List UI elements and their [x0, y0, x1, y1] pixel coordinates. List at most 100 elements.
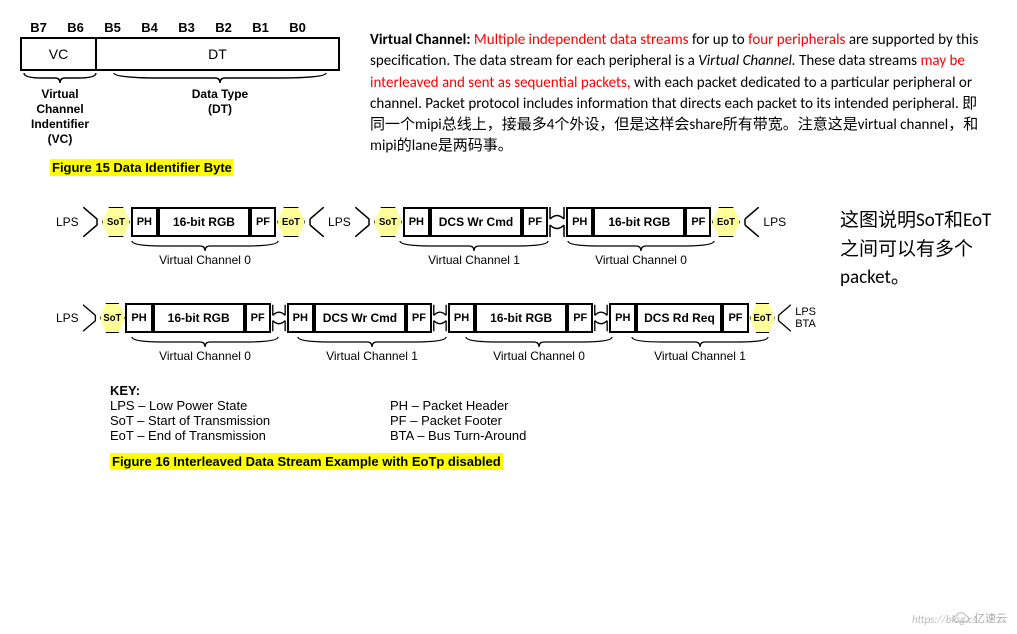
- dt-field: DT: [97, 39, 338, 69]
- key-entry: SoT – Start of Transmission: [110, 413, 390, 428]
- key-title: KEY:: [110, 383, 820, 398]
- pkt-seg: 16-bit RGB: [158, 207, 250, 237]
- di-byte-box: VC DT: [20, 37, 340, 71]
- figure15-caption: Figure 15 Data Identifier Byte: [50, 159, 234, 176]
- vc-brace: Virtual Channel Indentifier (VC): [20, 71, 100, 147]
- data-identifier-diagram: B7 B6 B5 B4 B3 B2 B1 B0 VC DT Virtual Ch…: [20, 20, 340, 177]
- vc-heading: Virtual Channel:: [370, 31, 474, 49]
- bit-label: B6: [57, 20, 94, 35]
- ph-seg: PH: [125, 303, 152, 333]
- key-entry: BTA – Bus Turn-Around: [390, 428, 670, 443]
- sot-hex: SoT: [99, 303, 124, 333]
- pkt-seg: DCS Rd Req: [636, 303, 722, 333]
- vc-caption: Virtual Channel Indentifier (VC): [31, 87, 89, 147]
- channel-group: Virtual Channel 0: [130, 335, 280, 363]
- dt-brace: Data Type (DT): [100, 71, 340, 147]
- logo-text: 亿速云: [974, 610, 1007, 626]
- txt: Virtual Channel.: [698, 52, 799, 70]
- pf-seg: PF: [522, 207, 548, 237]
- stream1-row: LPS SoT PH 16-bit RGB PF EoT LPS SoT PH …: [52, 207, 820, 237]
- ph-seg: PH: [287, 303, 314, 333]
- brace-icon: [130, 239, 280, 253]
- brace-icon: [630, 335, 770, 349]
- lps-bta-label: LPS BTA: [791, 306, 820, 330]
- key-entry: EoT – End of Transmission: [110, 428, 390, 443]
- gap-icon: [593, 303, 609, 333]
- channel-group: Virtual Channel 1: [296, 335, 448, 363]
- cloud-icon: [952, 611, 970, 625]
- brace-icon: [22, 71, 98, 85]
- pf-seg: PF: [250, 207, 276, 237]
- pkt-seg: 16-bit RGB: [475, 303, 567, 333]
- ph-seg: PH: [131, 207, 158, 237]
- brace-icon: [130, 335, 280, 349]
- key-block: KEY: LPS – Low Power State SoT – Start o…: [110, 383, 820, 443]
- sot-hex: SoT: [373, 207, 402, 237]
- spacer: [280, 335, 296, 363]
- brace-row: Virtual Channel Indentifier (VC) Data Ty…: [20, 71, 340, 147]
- pf-seg: PF: [722, 303, 748, 333]
- stream2-channel-row: Virtual Channel 0 Virtual Channel 1 Virt…: [52, 335, 820, 363]
- gap-icon: [432, 303, 448, 333]
- key-entry: PH – Packet Header: [390, 398, 670, 413]
- channel-group: Virtual Channel 0: [566, 239, 716, 267]
- gap-icon: [271, 303, 287, 333]
- txt: for up to: [692, 31, 748, 49]
- lps-start-icon: [775, 303, 791, 333]
- key-columns: LPS – Low Power State SoT – Start of Tra…: [110, 398, 820, 443]
- pkt-seg: DCS Wr Cmd: [314, 303, 406, 333]
- bit-label: B3: [168, 20, 205, 35]
- lps-end-icon: [83, 207, 101, 237]
- key-right-col: PH – Packet Header PF – Packet Footer BT…: [390, 398, 670, 443]
- pf-seg: PF: [245, 303, 271, 333]
- figure16-caption: Figure 16 Interleaved Data Stream Exampl…: [110, 453, 503, 470]
- lps-label: LPS: [52, 311, 83, 325]
- pf-seg: PF: [406, 303, 432, 333]
- txt: four peripherals: [748, 31, 849, 49]
- brace-icon: [398, 239, 550, 253]
- channel-group: Virtual Channel 0: [130, 239, 280, 267]
- streams-section: LPS SoT PH 16-bit RGB PF EoT LPS SoT PH …: [20, 207, 997, 471]
- stream2-row: LPS SoT PH 16-bit RGB PF PH DCS Wr Cmd P…: [52, 303, 820, 333]
- key-entry: LPS – Low Power State: [110, 398, 390, 413]
- pkt-seg: DCS Wr Cmd: [430, 207, 522, 237]
- bit-label: B2: [205, 20, 242, 35]
- stream-diagram-block: LPS SoT PH 16-bit RGB PF EoT LPS SoT PH …: [20, 207, 820, 471]
- txt: These data streams: [799, 52, 920, 70]
- key-entry: PF – Packet Footer: [390, 413, 670, 428]
- lps-label: LPS: [759, 215, 790, 229]
- lps-start-icon: [741, 207, 759, 237]
- channel-label: Virtual Channel 0: [493, 349, 585, 363]
- dt-caption: Data Type (DT): [192, 87, 248, 117]
- eot-hex: EoT: [277, 207, 306, 237]
- ph-seg: PH: [448, 303, 475, 333]
- top-row: B7 B6 B5 B4 B3 B2 B1 B0 VC DT Virtual Ch…: [20, 20, 997, 177]
- pf-seg: PF: [685, 207, 711, 237]
- bit-label: B5: [94, 20, 131, 35]
- channel-label: Virtual Channel 1: [428, 253, 520, 267]
- spacer: [52, 239, 130, 267]
- channel-label: Virtual Channel 1: [654, 349, 746, 363]
- brace-icon: [464, 335, 614, 349]
- key-left-col: LPS – Low Power State SoT – Start of Tra…: [110, 398, 390, 443]
- channel-group: Virtual Channel 1: [398, 239, 550, 267]
- lps-label: LPS: [52, 215, 83, 229]
- bit-label: B7: [20, 20, 57, 35]
- spacer: [52, 335, 130, 363]
- channel-group: Virtual Channel 0: [464, 335, 614, 363]
- figure15-caption-wrap: Figure 15 Data Identifier Byte: [50, 159, 340, 177]
- txt: Multiple independent data streams: [474, 31, 692, 49]
- vc-field: VC: [22, 39, 97, 69]
- lps-start-icon: [306, 207, 324, 237]
- ph-seg: PH: [609, 303, 636, 333]
- bit-label: B1: [242, 20, 279, 35]
- eot-hex: EoT: [712, 207, 741, 237]
- pkt-seg: 16-bit RGB: [593, 207, 685, 237]
- bit-header-row: B7 B6 B5 B4 B3 B2 B1 B0: [20, 20, 340, 35]
- channel-label: Virtual Channel 1: [326, 349, 418, 363]
- stream1-channel-row: Virtual Channel 0 Virtual Channel 1 Virt…: [52, 239, 820, 267]
- site-logo: 亿速云: [952, 610, 1007, 626]
- gap-icon: [548, 207, 566, 237]
- bit-label: B4: [131, 20, 168, 35]
- spacer: [280, 239, 398, 267]
